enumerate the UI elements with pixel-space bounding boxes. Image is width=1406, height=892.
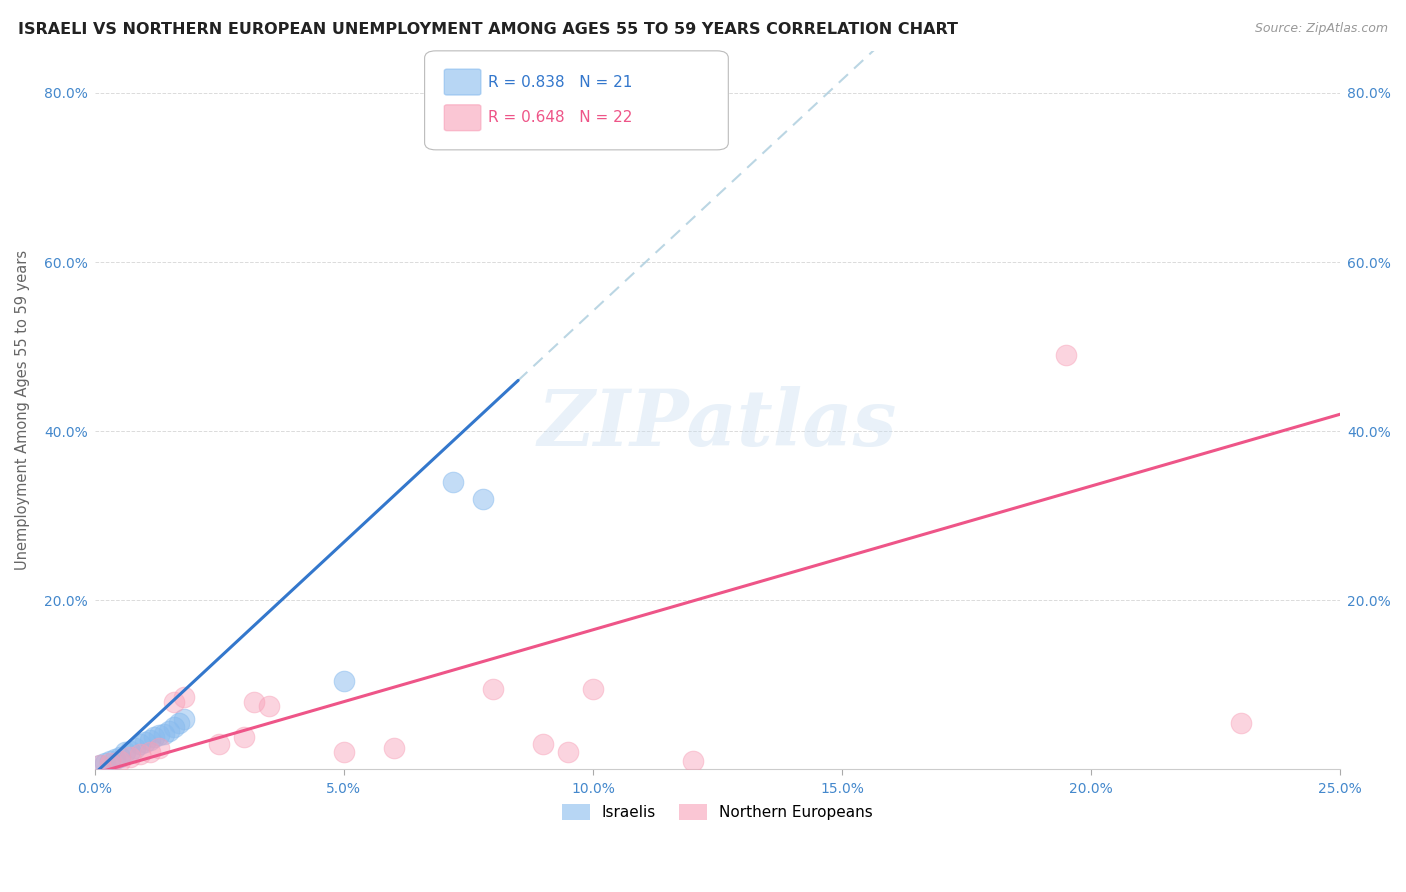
Point [531,737,554,751]
Point [159,724,181,739]
Point [472,491,495,506]
Point [441,475,464,489]
Point [173,690,195,705]
Point [169,715,191,730]
Text: ISRAELI VS NORTHERN EUROPEAN UNEMPLOYMENT AMONG AGES 55 TO 59 YEARS CORRELATION : ISRAELI VS NORTHERN EUROPEAN UNEMPLOYMEN… [18,22,959,37]
Point [1054,348,1077,362]
Point [128,737,150,751]
Point [138,732,160,747]
Y-axis label: Unemployment Among Ages 55 to 59 years: Unemployment Among Ages 55 to 59 years [15,250,30,570]
Point [382,741,405,756]
Point [118,749,141,764]
Legend: Israelis, Northern Europeans: Israelis, Northern Europeans [557,798,879,826]
Point [134,735,156,749]
Point [89,758,111,772]
Point [98,754,121,768]
Point [148,741,170,756]
Point [333,745,356,759]
Point [114,745,136,759]
Point [108,754,131,768]
Point [163,720,186,734]
Point [257,698,280,713]
Point [243,695,266,709]
Text: ZIPatlas: ZIPatlas [537,386,897,463]
Point [93,756,115,770]
Point [482,681,505,696]
Point [138,745,160,759]
Point [143,730,166,744]
Point [163,695,186,709]
Point [108,749,131,764]
Point [98,756,121,770]
Point [104,752,127,766]
Point [333,673,356,688]
Text: Source: ZipAtlas.com: Source: ZipAtlas.com [1254,22,1388,36]
Point [153,727,176,741]
Point [124,741,146,756]
Point [208,737,231,751]
Point [148,729,170,743]
Text: R = 0.838   N = 21: R = 0.838 N = 21 [488,75,633,89]
Point [1229,715,1251,730]
Point [682,754,704,768]
Point [557,745,579,759]
Point [89,758,111,772]
Point [233,730,256,744]
Point [582,681,605,696]
Point [128,747,150,761]
Point [118,744,141,758]
Text: R = 0.648   N = 22: R = 0.648 N = 22 [488,111,633,125]
Point [173,712,195,726]
